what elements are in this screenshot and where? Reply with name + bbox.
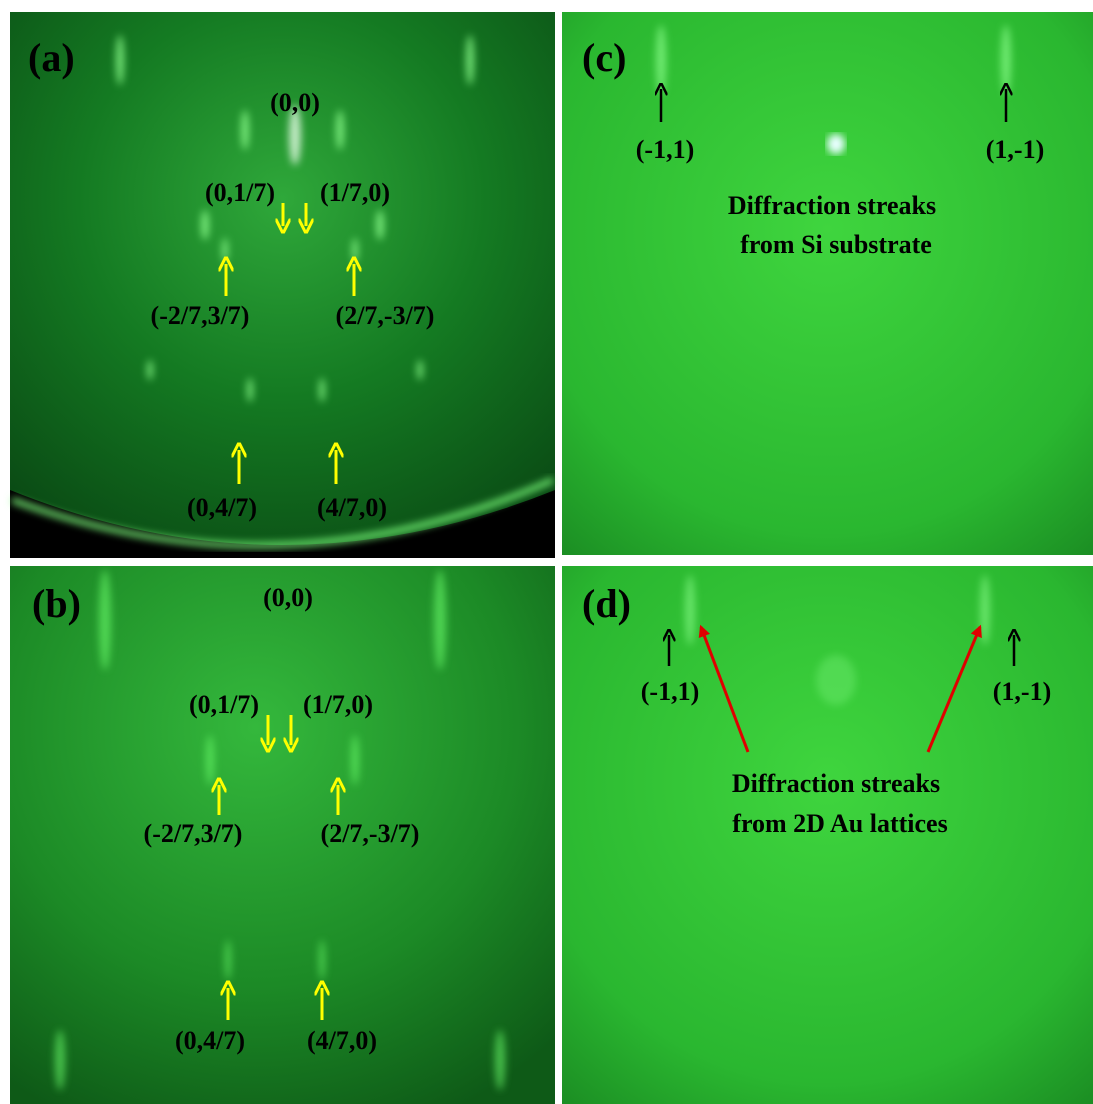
annotation: (0,4/7) (175, 1026, 245, 1055)
annotation: (2/7,-3/7) (336, 301, 435, 330)
annotation: (0,1/7) (189, 690, 259, 719)
annotation: (0,4/7) (187, 493, 257, 522)
annotation: (4/7,0) (307, 1026, 377, 1055)
panel-b: (b) (0,0) (0,1/7) (1/7,0) (-2/7,3/7) (2/… (10, 566, 555, 1104)
annotation: (1,-1) (986, 135, 1044, 164)
annotation: (-2/7,3/7) (151, 301, 250, 330)
annotation: (-1,1) (641, 677, 699, 706)
panel-a: (a) (0,0) (0,1/7) (1/7,0) (-2/7,3/7) (2/… (10, 12, 555, 558)
annotation: (-2/7,3/7) (144, 819, 243, 848)
annotation: Diffraction streaks (728, 191, 936, 220)
annotation: from 2D Au lattices (732, 809, 947, 838)
panel-label: (a) (28, 35, 75, 80)
annotation: (0,0) (263, 583, 313, 612)
annotation: (2/7,-3/7) (321, 819, 420, 848)
annotation: (1,-1) (993, 677, 1051, 706)
annotation: (4/7,0) (317, 493, 387, 522)
annotation: (1/7,0) (303, 690, 373, 719)
panel-label: (d) (582, 581, 631, 626)
panel-c: (c) (-1,1) (1,-1) Diffraction streaks fr… (562, 12, 1093, 555)
annotation: (0,1/7) (205, 178, 275, 207)
annotation: Diffraction streaks (732, 769, 940, 798)
annotation: (1/7,0) (320, 178, 390, 207)
annotation: (-1,1) (636, 135, 694, 164)
panel-d: (d) (-1,1) (1,-1) Diffraction streaks fr… (562, 566, 1093, 1104)
panel-label: (c) (582, 35, 626, 80)
annotation: (0,0) (270, 88, 320, 117)
figure: (a) (0,0) (0,1/7) (1/7,0) (-2/7,3/7) (2/… (0, 0, 1093, 1104)
annotation: from Si substrate (740, 230, 932, 259)
panel-label: (b) (32, 581, 81, 626)
